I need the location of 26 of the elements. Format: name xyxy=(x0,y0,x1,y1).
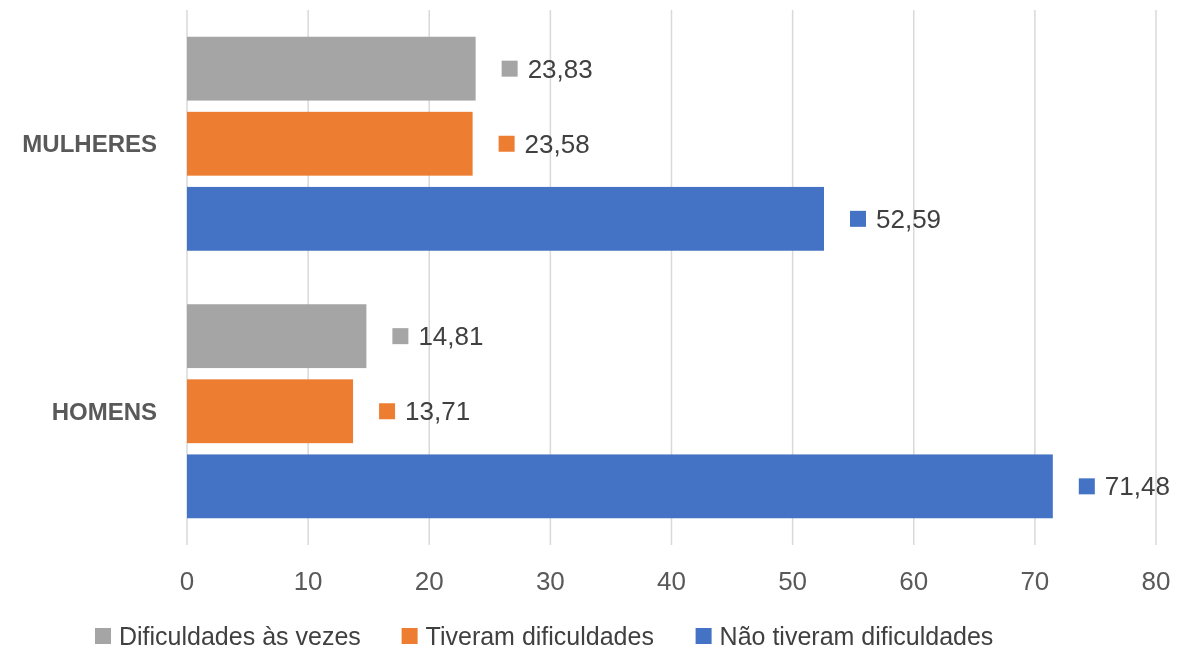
data-label: 23,83 xyxy=(527,53,593,84)
legend-label: Tiveram dificuldades xyxy=(425,622,654,650)
data-label: 71,48 xyxy=(1104,471,1170,502)
data-label: 23,58 xyxy=(524,128,590,159)
bar xyxy=(187,304,367,369)
x-tick-label: 70 xyxy=(1020,566,1050,596)
legend-label: Não tiveram dificuldades xyxy=(719,622,994,650)
data-label: 14,81 xyxy=(418,321,484,352)
x-tick-label: 20 xyxy=(414,566,444,596)
legend-label: Dificuldades às vezes xyxy=(119,622,361,650)
x-tick-label: 60 xyxy=(899,566,929,596)
bar xyxy=(187,379,354,444)
y-tick-label: MULHERES xyxy=(22,130,157,158)
x-tick-label: 40 xyxy=(657,566,686,596)
x-tick-label: 10 xyxy=(293,566,323,596)
y-tick-label: HOMENS xyxy=(51,397,157,425)
x-tick-label: 50 xyxy=(778,566,808,596)
x-tick-label: 30 xyxy=(535,566,565,596)
data-label: 52,59 xyxy=(876,203,942,234)
bar xyxy=(187,454,1053,519)
bar xyxy=(187,36,476,101)
x-tick-label: 80 xyxy=(1141,566,1171,596)
bar xyxy=(187,111,473,176)
bar xyxy=(187,186,824,251)
data-label: 13,71 xyxy=(405,396,471,427)
x-tick-label: 0 xyxy=(179,566,195,596)
